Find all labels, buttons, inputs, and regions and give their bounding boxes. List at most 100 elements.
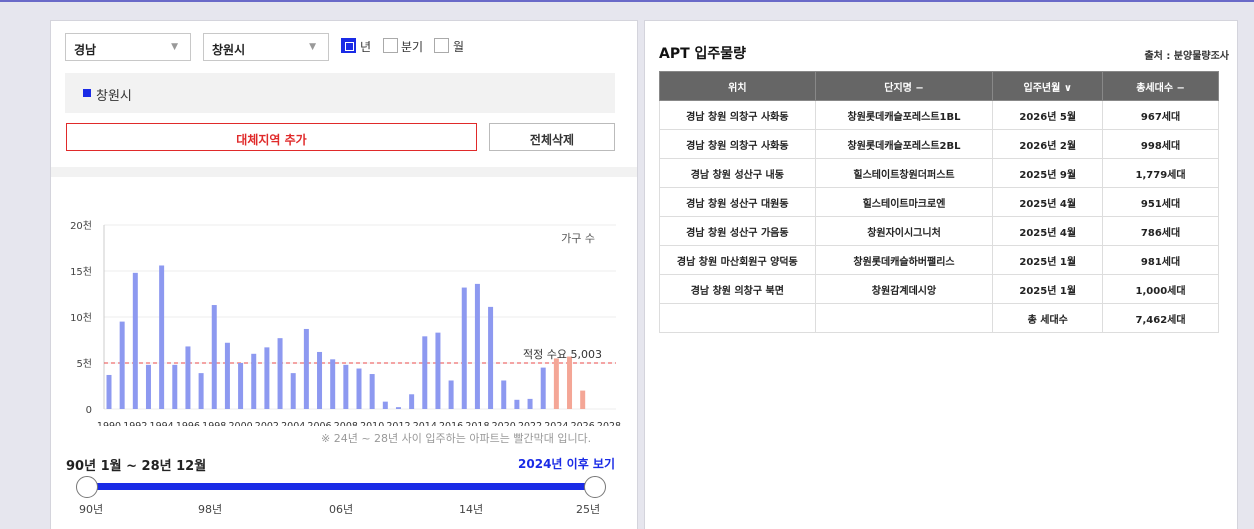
table-cell: 2025년 4월	[992, 216, 1104, 246]
apt-title: APT 입주물량	[659, 46, 747, 62]
table-row[interactable]: 경남 창원 성산구 가음동 창원자이시그니처 2025년 4월 786세대	[659, 216, 1219, 246]
bar-1995[interactable]	[172, 364, 178, 409]
bar-2022[interactable]	[527, 398, 533, 409]
province-value: 경남	[74, 43, 97, 57]
col-location[interactable]: 위치	[659, 71, 816, 101]
bar-2008[interactable]	[343, 364, 349, 409]
city-value: 창원시	[212, 43, 246, 57]
bar-2011[interactable]	[382, 401, 388, 409]
table-cell: 2025년 1월	[992, 274, 1104, 304]
table-row[interactable]: 경남 창원 성산구 대원동 힐스테이트마크로엔 2025년 4월 951세대	[659, 187, 1219, 217]
range-slider-end-handle[interactable]	[584, 476, 606, 498]
table-cell: 경남 창원 의창구 사화동	[659, 100, 816, 130]
table-cell: 2025년 9월	[992, 158, 1104, 188]
table-cell: 창원롯데캐슬포레스트2BL	[814, 129, 994, 159]
selected-region-box: 창원시	[65, 73, 615, 113]
add-region-button[interactable]: 대체지역 추가	[66, 123, 477, 151]
col-move-in-date[interactable]: 입주년월 ∨	[992, 71, 1104, 101]
bar-2015[interactable]	[435, 332, 441, 409]
table-cell: 1,779세대	[1102, 158, 1219, 188]
period-quarter-checkbox[interactable]	[383, 38, 398, 53]
view-after-2024-link[interactable]: 2024년 이후 보기	[518, 457, 615, 471]
period-quarter-label: 분기	[401, 40, 424, 54]
bar-2005[interactable]	[303, 328, 309, 409]
col-complex[interactable]: 단지명 −	[814, 71, 994, 101]
y-tick-label: 20천	[70, 220, 92, 232]
bar-2024[interactable]	[553, 358, 559, 409]
bar-2004[interactable]	[290, 373, 296, 409]
chart-note: ※ 24년 ~ 28년 사이 입주하는 아파트는 빨간막대 입니다.	[321, 432, 592, 445]
table-row[interactable]: 경남 창원 성산구 내동 힐스테이트창원더퍼스트 2025년 9월 1,779세대	[659, 158, 1219, 188]
x-tick-label: 2026	[571, 421, 595, 426]
chevron-down-icon: ▼	[309, 42, 316, 52]
bar-1996[interactable]	[185, 346, 191, 409]
table-row[interactable]: 경남 창원 의창구 북면 창원감계데시앙 2025년 1월 1,000세대	[659, 274, 1219, 304]
bar-1990[interactable]	[106, 374, 112, 409]
x-tick-label: 2002	[255, 421, 279, 426]
col-total-units[interactable]: 총세대수 −	[1102, 71, 1219, 101]
x-tick-label: 2024	[544, 421, 568, 426]
x-tick-label: 2022	[518, 421, 542, 426]
province-select[interactable]: 경남 ▼	[65, 33, 191, 61]
range-slider-start-handle[interactable]	[76, 476, 98, 498]
x-tick-label: 1994	[150, 421, 174, 426]
table-row[interactable]: 경남 창원 마산회원구 양덕동 창원롯데캐슬하버팰리스 2025년 1월 981세대	[659, 245, 1219, 275]
x-tick-label: 2014	[413, 421, 437, 426]
bar-2020[interactable]	[501, 380, 507, 409]
table-cell: 창원자이시그니처	[814, 216, 994, 246]
bar-1992[interactable]	[132, 272, 138, 409]
table-cell: 998세대	[1102, 129, 1219, 159]
bar-2010[interactable]	[369, 374, 375, 409]
total-row: 총 세대수 7,462세대	[659, 303, 1219, 333]
bar-2021[interactable]	[514, 399, 520, 409]
bar-2016[interactable]	[448, 380, 454, 409]
table-cell: 창원롯데캐슬포레스트1BL	[814, 100, 994, 130]
y-tick-label: 5천	[76, 358, 92, 370]
bar-2012[interactable]	[395, 407, 401, 409]
bar-1994[interactable]	[159, 265, 165, 409]
bar-2006[interactable]	[317, 351, 323, 409]
table-cell: 경남 창원 의창구 사화동	[659, 129, 816, 159]
apt-table: 위치 단지명 − 입주년월 ∨ 총세대수 − 경남 창원 의창구 사화동 창원롯데…	[659, 71, 1219, 333]
table-cell: 2025년 4월	[992, 187, 1104, 217]
bar-2019[interactable]	[488, 306, 494, 409]
apt-source: 출처 : 분양물량조사	[1144, 51, 1229, 62]
city-select[interactable]: 창원시 ▼	[203, 33, 329, 61]
table-cell: 951세대	[1102, 187, 1219, 217]
bar-2002[interactable]	[264, 347, 270, 409]
bar-1991[interactable]	[119, 321, 125, 409]
bar-1993[interactable]	[145, 364, 151, 409]
bar-2014[interactable]	[422, 336, 428, 409]
x-tick-label: 2020	[492, 421, 516, 426]
period-month-checkbox[interactable]	[434, 38, 449, 53]
bar-2001[interactable]	[251, 353, 257, 409]
table-row[interactable]: 경남 창원 의창구 사화동 창원롯데캐슬포레스트2BL 2026년 2월 998세대	[659, 129, 1219, 159]
period-year-checkbox[interactable]	[341, 38, 356, 53]
x-tick-label: 2004	[281, 421, 305, 426]
total-value: 7,462세대	[1102, 303, 1219, 333]
bar-2026[interactable]	[580, 390, 586, 409]
bar-2025[interactable]	[567, 356, 573, 409]
bar-2013[interactable]	[409, 394, 415, 409]
x-tick-label: 1998	[202, 421, 226, 426]
bar-2009[interactable]	[356, 368, 362, 409]
bar-1997[interactable]	[198, 373, 204, 409]
table-cell: 경남 창원 마산회원구 양덕동	[659, 245, 816, 275]
bar-2017[interactable]	[461, 287, 467, 409]
range-slider-track[interactable]	[87, 483, 595, 490]
table-cell: 힐스테이트마크로엔	[814, 187, 994, 217]
bar-2003[interactable]	[277, 338, 283, 409]
y-tick-label: 0	[86, 405, 92, 416]
bar-2000[interactable]	[238, 363, 244, 409]
bar-1998[interactable]	[211, 305, 217, 409]
table-cell: 경남 창원 성산구 대원동	[659, 187, 816, 217]
bar-2023[interactable]	[540, 367, 546, 409]
empty-cell	[659, 303, 816, 333]
clear-all-button[interactable]: 전체삭제	[489, 123, 615, 151]
bar-1999[interactable]	[224, 342, 230, 409]
table-row[interactable]: 경남 창원 의창구 사화동 창원롯데캐슬포레스트1BL 2026년 5월 967세대	[659, 100, 1219, 130]
slider-label: 14년	[459, 503, 484, 516]
bar-2018[interactable]	[474, 283, 480, 409]
bar-2007[interactable]	[330, 359, 336, 409]
table-cell: 981세대	[1102, 245, 1219, 275]
